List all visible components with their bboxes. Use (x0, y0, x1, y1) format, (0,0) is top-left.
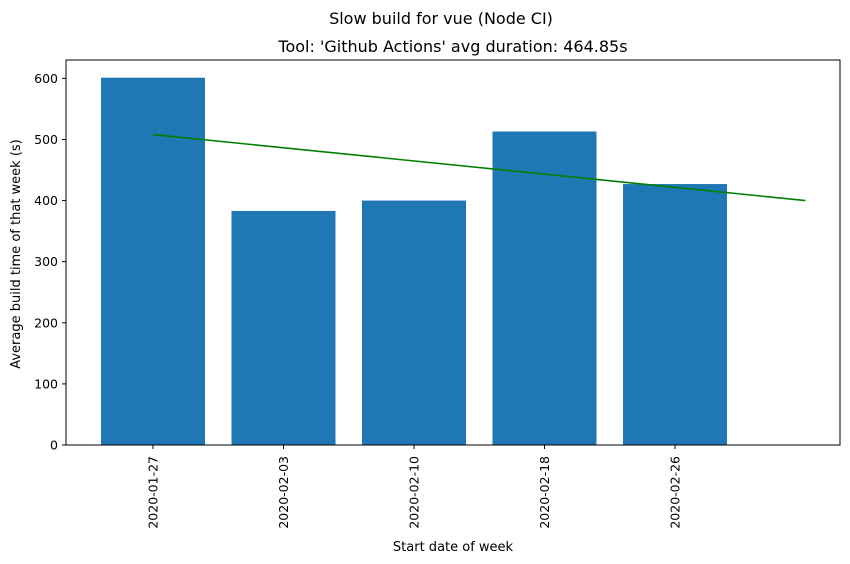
bar-2020-01-27 (101, 77, 205, 445)
y-axis-label: Average build time of that week (s) (9, 139, 24, 369)
x-tick-label-2020-02-03: 2020-02-03 (276, 456, 291, 529)
chart-title: Tool: 'Github Actions' avg duration: 464… (277, 37, 627, 56)
axes-frame (65, 59, 841, 446)
y-tick-label-100: 100 (34, 376, 58, 391)
y-tick-label-200: 200 (34, 315, 58, 330)
chart-suptitle: Slow build for vue (Node CI) (329, 9, 553, 28)
plot-area: 0 100 200 300 400 500 600 2020-01-27 2020-02-03 2… (34, 59, 841, 529)
trend-line (152, 133, 806, 202)
y-tick-label-300: 300 (34, 254, 58, 269)
y-tick-label-0: 0 (50, 438, 58, 453)
x-tick-label-2020-02-10: 2020-02-10 (407, 456, 422, 529)
bar-2020-02-26 (623, 184, 727, 446)
y-tick-label-500: 500 (34, 132, 58, 147)
x-tick-label-2020-02-18: 2020-02-18 (537, 456, 552, 529)
bar-2020-02-10 (362, 200, 466, 445)
bar-2020-02-18 (492, 131, 597, 445)
y-tick-label-600: 600 (34, 71, 58, 86)
y-tick-label-400: 400 (34, 193, 58, 208)
x-tick-label-2020-01-27: 2020-01-27 (146, 456, 161, 529)
bar-2020-02-03 (231, 210, 336, 445)
x-axis-label: Start date of week (393, 540, 514, 555)
x-tick-label-2020-02-26: 2020-02-26 (668, 456, 683, 529)
